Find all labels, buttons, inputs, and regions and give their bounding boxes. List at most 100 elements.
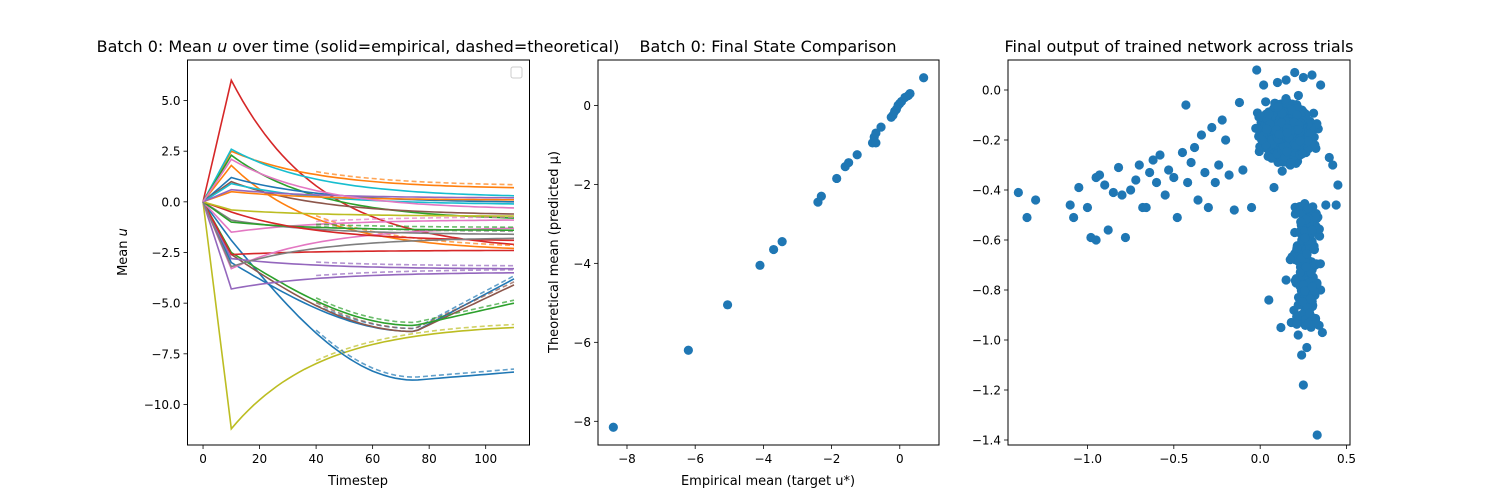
chart-right-ytick-label: −0.6: [972, 234, 1001, 248]
chart-left-ytick-label: 5.0: [161, 94, 180, 108]
chart-middle-point: [919, 73, 929, 83]
chart-right-ytick-label: −0.8: [972, 284, 1001, 298]
chart-right-point: [1126, 185, 1136, 195]
chart-right-point: [1108, 187, 1118, 198]
chart-right-ytick-label: −1.2: [972, 384, 1001, 398]
chart-left-ytick-label: −10.0: [144, 398, 181, 412]
chart-right-point: [1155, 150, 1165, 160]
chart-right-point: [1302, 342, 1312, 353]
chart-left-x-ticks: 0 20 40 60 80 100: [199, 445, 497, 466]
chart-right-ytick-label: −1.0: [972, 334, 1001, 348]
chart-left-series-line: [202, 201, 514, 234]
chart-right: Final output of trained network across t…: [972, 37, 1356, 466]
chart-middle-xtick-label: −2: [823, 452, 841, 466]
chart-right-point: [1229, 205, 1239, 215]
chart-right-point: [1103, 225, 1113, 235]
chart-right-point: [1290, 209, 1300, 219]
chart-left-series-line: [202, 201, 514, 256]
chart-left-series-dashed: [316, 268, 514, 277]
chart-right-point: [1307, 282, 1317, 292]
chart-left-ylabel: Mean u: [116, 228, 131, 276]
chart-right-point: [1276, 118, 1287, 128]
chart-middle-point: [844, 158, 854, 168]
chart-right-point: [1295, 136, 1305, 146]
chart-right-point: [1301, 248, 1312, 259]
chart-middle-point: [876, 122, 886, 132]
chart-right-point: [1262, 124, 1272, 134]
chart-right-point: [1317, 327, 1327, 338]
chart-left-title-c: over time (solid=empirical, dashed=theor…: [227, 37, 619, 56]
chart-right-point: [1203, 202, 1213, 213]
chart-right-point: [1013, 187, 1023, 198]
chart-right-point: [1312, 430, 1322, 440]
chart-right-point: [1210, 177, 1220, 188]
chart-right-point: [1134, 160, 1144, 170]
chart-middle-frame: [597, 59, 940, 446]
chart-right-point: [1259, 80, 1269, 90]
chart-right-point: [1164, 165, 1174, 175]
chart-right-point: [1333, 180, 1343, 190]
chart-right-point: [1331, 200, 1341, 210]
chart-right-point: [1300, 286, 1310, 296]
chart-right-point: [1310, 140, 1320, 150]
chart-right-point: [1022, 212, 1032, 223]
chart-right-point: [1300, 233, 1310, 243]
chart-right-point: [1304, 308, 1315, 318]
chart-right-xtick-label: −0.5: [1159, 452, 1188, 466]
chart-right-point: [1292, 318, 1302, 329]
chart-right-xtick-label: 0.0: [1251, 452, 1270, 466]
chart-right-point: [1186, 157, 1196, 168]
chart-left-ytick-label: −7.5: [151, 347, 180, 361]
chart-right-point: [1303, 318, 1313, 328]
chart-left-series-line: [202, 201, 515, 431]
chart-middle-xtick-label: 0: [896, 452, 904, 466]
chart-left-series-line: [202, 188, 514, 203]
chart-right-xtick-label: −1.0: [1073, 452, 1102, 466]
chart-left-ylabel-a: Mean: [116, 236, 131, 276]
chart-right-point: [1292, 110, 1302, 120]
chart-left-series-dashed: [315, 297, 515, 324]
chart-right-ytick-label: −1.4: [972, 434, 1001, 448]
chart-right-title: Final output of trained network across t…: [1005, 37, 1354, 56]
chart-right-point: [1148, 155, 1158, 165]
chart-right-ytick-label: −0.2: [972, 134, 1001, 148]
chart-right-point: [1091, 235, 1101, 245]
chart-right-point: [1309, 244, 1319, 254]
chart-left-ytick-label: −2.5: [151, 246, 180, 260]
chart-right-point: [1160, 190, 1170, 200]
chart-right-point: [1324, 152, 1334, 163]
chart-left-series-line: [202, 201, 515, 381]
chart-left-series-line: [202, 201, 515, 268]
chart-right-point: [1069, 212, 1079, 223]
chart-right-point: [1113, 162, 1124, 173]
chart-right-point: [1273, 102, 1283, 112]
chart-right-point: [1234, 97, 1245, 108]
chart-left-y-ticks: −10.0 −7.5 −5.0 −2.5 0.0 2.5 5.0: [144, 94, 188, 412]
chart-right-ytick-label: −0.4: [972, 184, 1001, 198]
chart-right-point: [1328, 160, 1338, 170]
chart-middle-title: Batch 0: Final State Comparison: [640, 37, 897, 56]
chart-left-xtick-label: 60: [365, 452, 380, 466]
chart-right-point: [1261, 97, 1271, 107]
chart-middle-point: [852, 150, 862, 160]
chart-right-point: [1189, 142, 1200, 153]
chart-right-point: [1200, 167, 1210, 178]
chart-right-points: [1013, 65, 1343, 440]
chart-right-point: [1321, 200, 1331, 210]
chart-left-series-line: [202, 180, 515, 215]
chart-middle-xtick-label: −6: [686, 452, 704, 466]
chart-right-point: [1217, 115, 1227, 125]
chart-right-point: [1031, 195, 1041, 205]
chart-right-point: [1295, 267, 1305, 277]
chart-left-ytick-label: −5.0: [151, 297, 180, 311]
chart-right-point: [1264, 295, 1274, 305]
chart-middle-point: [777, 237, 787, 247]
chart-right-point: [1131, 175, 1141, 185]
chart-left: Batch 0: Mean u over time (solid=empiric…: [97, 37, 620, 489]
chart-right-point: [1290, 67, 1300, 78]
chart-right-point: [1207, 122, 1217, 133]
chart-right-point: [1251, 123, 1261, 133]
chart-left-xtick-label: 80: [422, 452, 437, 466]
chart-right-point: [1282, 128, 1293, 138]
